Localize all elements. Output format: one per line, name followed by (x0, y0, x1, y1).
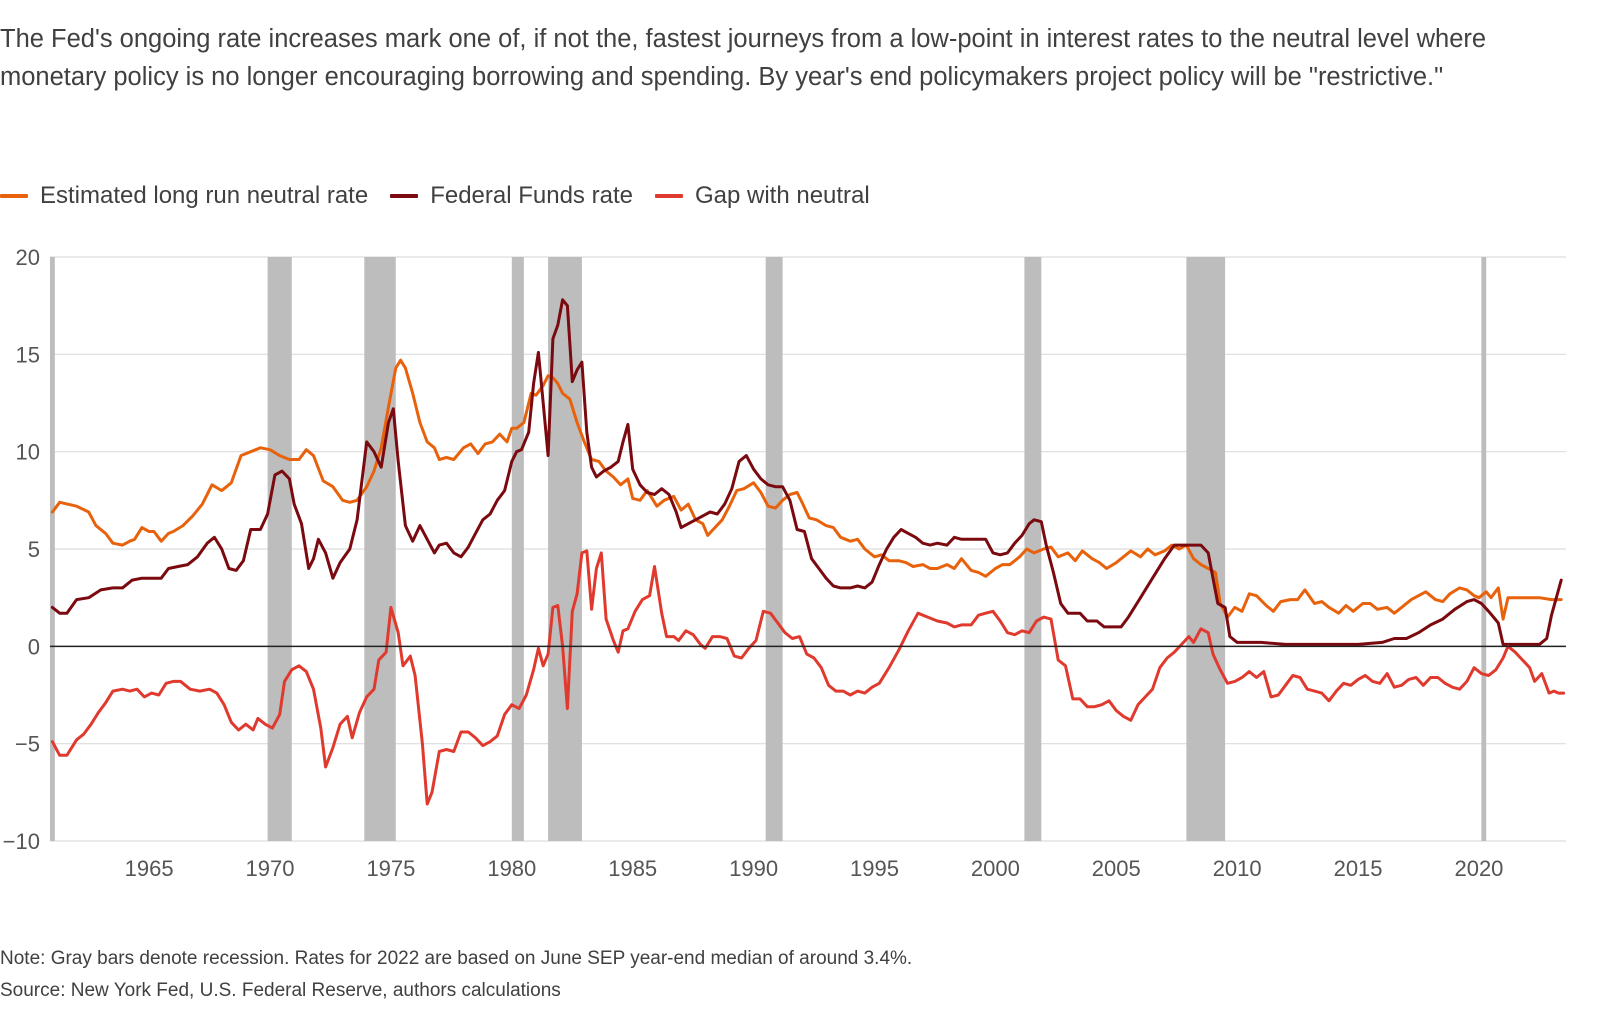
x-tick-label: 2005 (1092, 856, 1141, 881)
chart-source: Source: New York Fed, U.S. Federal Reser… (0, 980, 561, 1001)
series-line-gap (50, 549, 1566, 806)
chart-subtitle: The Fed's ongoing rate increases mark on… (0, 25, 1487, 91)
legend-label-gap: Gap with neutral (694, 182, 870, 209)
legend-swatch-gap (654, 194, 683, 198)
chart-legend: Estimated long run neutral rate Federal … (0, 178, 892, 214)
legend-item-gap: Gap with neutral (654, 182, 870, 210)
recession-bar (50, 257, 55, 841)
y-tick-label: 15 (16, 342, 40, 367)
x-tick-label: 1965 (125, 856, 174, 881)
y-tick-label: 5 (28, 537, 40, 562)
y-tick-label: 0 (28, 634, 40, 659)
chart-note: Note: Gray bars denote recession. Rates … (0, 948, 913, 969)
x-tick-label: 1995 (850, 856, 899, 881)
y-tick-label: 20 (16, 245, 40, 270)
y-tick-label: −5 (15, 732, 40, 757)
recession-bar (511, 257, 524, 841)
x-tick-label: 1970 (246, 856, 295, 881)
x-tick-label: 2020 (1454, 856, 1503, 881)
y-tick-label: −10 (3, 829, 40, 854)
recession-bar (364, 257, 396, 841)
x-tick-label: 1975 (366, 856, 415, 881)
legend-item-fed-funds: Federal Funds rate (390, 182, 633, 210)
legend-label-fed-funds: Federal Funds rate (430, 182, 633, 209)
recession-bar (1481, 257, 1487, 841)
legend-swatch-neutral (0, 194, 28, 198)
y-tick-label: 10 (16, 440, 40, 465)
legend-swatch-fed-funds (390, 194, 419, 198)
x-tick-label: 2000 (971, 856, 1020, 881)
recession-bar (765, 257, 783, 841)
recession-bar (267, 257, 292, 841)
series-line-neutral (50, 358, 1563, 621)
x-tick-label: 1980 (487, 856, 536, 881)
legend-label-neutral: Estimated long run neutral rate (40, 182, 369, 209)
x-tick-label: 2015 (1334, 856, 1383, 881)
recession-bar (1024, 257, 1042, 841)
series-line-fed_funds (50, 298, 1563, 646)
x-tick-label: 2010 (1213, 856, 1262, 881)
x-tick-label: 1985 (608, 856, 657, 881)
legend-item-neutral: Estimated long run neutral rate (0, 182, 368, 210)
x-tick-label: 1990 (729, 856, 778, 881)
